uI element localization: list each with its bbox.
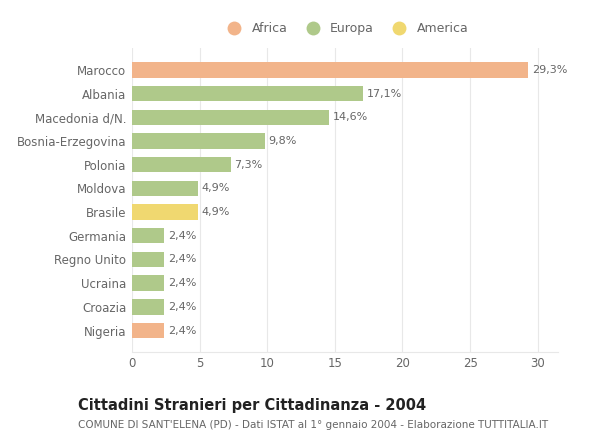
Bar — [132, 62, 528, 77]
Bar — [132, 110, 329, 125]
Text: Cittadini Stranieri per Cittadinanza - 2004: Cittadini Stranieri per Cittadinanza - 2… — [78, 398, 426, 413]
Text: 9,8%: 9,8% — [268, 136, 296, 146]
Bar — [132, 252, 164, 267]
Text: 2,4%: 2,4% — [168, 254, 196, 264]
Text: COMUNE DI SANT'ELENA (PD) - Dati ISTAT al 1° gennaio 2004 - Elaborazione TUTTITA: COMUNE DI SANT'ELENA (PD) - Dati ISTAT a… — [78, 420, 548, 430]
Text: 2,4%: 2,4% — [168, 231, 196, 241]
Text: 17,1%: 17,1% — [367, 88, 402, 99]
Bar — [132, 133, 265, 149]
Text: 29,3%: 29,3% — [532, 65, 567, 75]
Bar — [132, 204, 198, 220]
Bar — [132, 275, 164, 291]
Text: 14,6%: 14,6% — [333, 112, 368, 122]
Text: 4,9%: 4,9% — [202, 183, 230, 193]
Text: 7,3%: 7,3% — [234, 160, 262, 170]
Text: 4,9%: 4,9% — [202, 207, 230, 217]
Bar — [132, 157, 231, 172]
Text: 2,4%: 2,4% — [168, 278, 196, 288]
Bar — [132, 228, 164, 243]
Bar — [132, 86, 363, 101]
Bar — [132, 181, 198, 196]
Bar — [132, 299, 164, 315]
Text: 2,4%: 2,4% — [168, 326, 196, 336]
Legend: Africa, Europa, America: Africa, Europa, America — [218, 18, 472, 39]
Bar — [132, 323, 164, 338]
Text: 2,4%: 2,4% — [168, 302, 196, 312]
